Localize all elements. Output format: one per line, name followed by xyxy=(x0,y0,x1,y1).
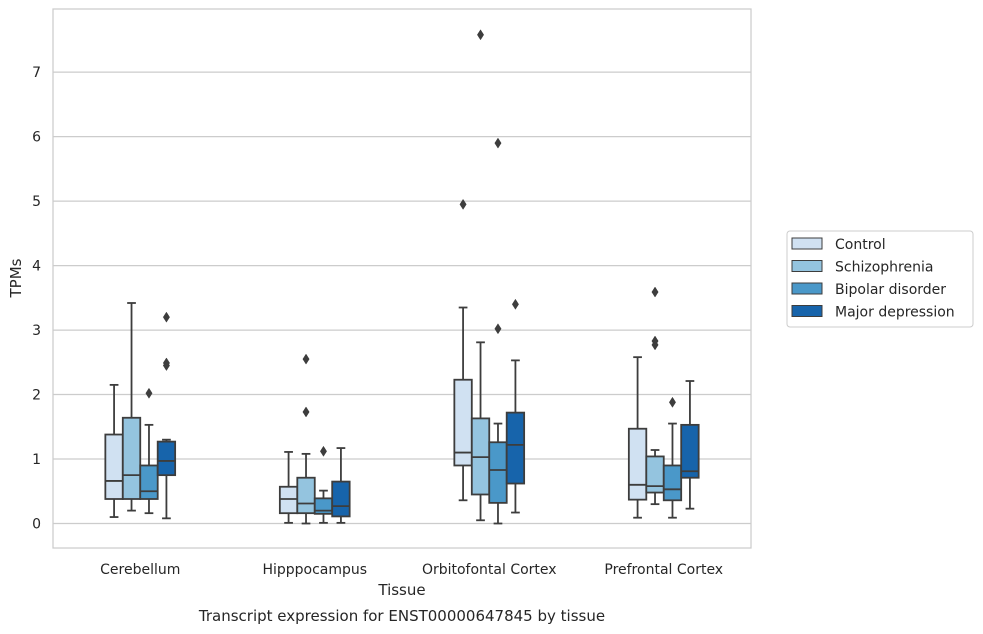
legend-label: Bipolar disorder xyxy=(835,282,946,298)
outlier-point xyxy=(494,137,502,149)
box-group xyxy=(627,356,648,519)
box xyxy=(680,423,700,479)
box-group xyxy=(662,396,683,519)
box xyxy=(104,433,124,500)
y-tick-label: 4 xyxy=(32,259,41,275)
box-group xyxy=(313,445,334,524)
box-group xyxy=(470,29,491,522)
box-group xyxy=(505,298,526,514)
box-group xyxy=(121,302,142,512)
x-tick-label: Cerebellum xyxy=(100,562,180,578)
y-tick-label: 3 xyxy=(32,323,41,339)
y-axis-label: TPMs xyxy=(7,258,25,298)
outlier-point xyxy=(651,335,659,347)
box-group xyxy=(680,380,700,510)
y-tick-label: 1 xyxy=(32,452,41,468)
legend: Control Schizophrenia Bipolar disorder Majo… xyxy=(786,230,974,328)
x-tick-label: Hipppocampus xyxy=(262,562,367,578)
legend-swatch xyxy=(791,260,823,272)
y-tick-label: 6 xyxy=(32,130,41,146)
box xyxy=(313,497,334,515)
y-tick-label: 7 xyxy=(32,65,41,81)
legend-label: Schizophrenia xyxy=(835,260,933,276)
box-group xyxy=(331,447,351,524)
y-tick-label: 2 xyxy=(32,388,41,404)
box xyxy=(331,480,351,518)
box-series xyxy=(104,29,700,525)
box xyxy=(505,411,526,485)
box-group xyxy=(156,311,177,520)
outlier-point xyxy=(319,445,327,457)
box-group xyxy=(645,286,665,506)
box xyxy=(139,464,159,500)
outlier-point xyxy=(162,357,170,369)
legend-swatch xyxy=(791,305,823,317)
box-group xyxy=(139,387,159,515)
outlier-point xyxy=(494,323,502,335)
box xyxy=(488,441,508,504)
legend-label: Control xyxy=(835,237,886,253)
box-group xyxy=(453,198,473,502)
box-group xyxy=(296,353,316,525)
x-axis-label: Tissue xyxy=(377,581,425,599)
box xyxy=(156,440,177,477)
outlier-point xyxy=(651,286,659,298)
box-group xyxy=(104,383,124,518)
box xyxy=(627,427,648,501)
legend-label: Major depression xyxy=(835,305,955,321)
outlier-point xyxy=(302,406,310,418)
outlier-point xyxy=(668,396,676,408)
y-tick-label: 0 xyxy=(32,517,41,533)
legend-swatch xyxy=(791,282,823,295)
outlier-point xyxy=(302,353,310,365)
outlier-point xyxy=(145,387,153,399)
box xyxy=(296,476,316,515)
outlier-point xyxy=(459,198,467,210)
box-group xyxy=(278,451,299,524)
legend-frame xyxy=(786,230,974,328)
chart-caption: Transcript expression for ENST0000064784… xyxy=(198,607,605,625)
legend-swatch xyxy=(791,237,823,250)
y-tick-labels: 0 1 2 3 4 5 6 7 xyxy=(32,65,41,532)
outlier-point xyxy=(162,311,170,323)
x-tick-labels: Cerebellum Hipppocampus Orbitofontal Corte… xyxy=(100,562,723,578)
box-group xyxy=(488,137,508,525)
box xyxy=(121,416,142,500)
x-tick-label: Prefrontal Cortex xyxy=(604,562,723,578)
box xyxy=(278,485,299,515)
box xyxy=(662,464,683,502)
box xyxy=(645,455,665,494)
plot-frame xyxy=(52,8,752,549)
outlier-point xyxy=(477,29,485,41)
x-tick-label: Orbitofontal Cortex xyxy=(422,562,557,578)
outlier-point xyxy=(511,298,519,310)
y-tick-label: 5 xyxy=(32,194,41,210)
